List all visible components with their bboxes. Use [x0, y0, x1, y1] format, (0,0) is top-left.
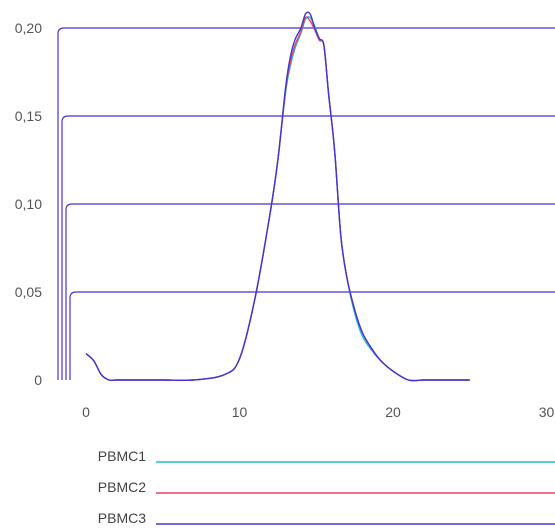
x-tick-label: 20 [385, 404, 401, 420]
reference-level-line [65, 203, 555, 380]
y-tick-label: 0,05 [15, 284, 42, 300]
x-tick-label: 30 [539, 404, 555, 420]
y-tick-label: 0,15 [15, 108, 42, 124]
y-axis-ticks: 0 0,05 0,10 0,15 0,20 [15, 20, 42, 388]
reference-level-line [61, 115, 555, 380]
legend: PBMC1 PBMC2 PBMC3 [98, 448, 555, 526]
x-axis-ticks: 0 10 20 30 [82, 404, 554, 420]
reference-level-line [69, 291, 555, 380]
series-line-pbmc2 [85, 16, 470, 382]
series-line-pbmc1 [85, 16, 470, 382]
x-tick-label: 10 [232, 404, 248, 420]
y-tick-label: 0,10 [15, 196, 42, 212]
series-lines [85, 11, 470, 382]
legend-label: PBMC2 [98, 479, 146, 495]
y-tick-label: 0 [34, 372, 42, 388]
series-line-pbmc3 [85, 11, 470, 382]
reference-level-line [57, 27, 555, 380]
reference-lines [57, 27, 555, 380]
legend-label: PBMC3 [98, 510, 146, 526]
x-tick-label: 0 [82, 404, 90, 420]
legend-label: PBMC1 [98, 448, 146, 464]
y-tick-label: 0,20 [15, 20, 42, 36]
